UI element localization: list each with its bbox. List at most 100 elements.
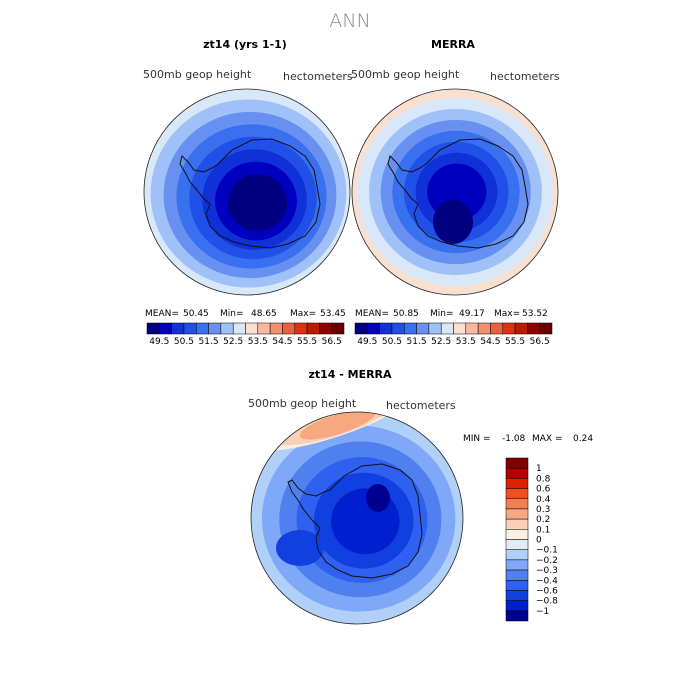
colorbar-diff-swatch-12 — [505, 580, 529, 591]
panel-model-mean-label: MEAN= — [145, 309, 179, 319]
colorbar-diff-swatch-11 — [505, 569, 529, 581]
map-diff-minimum-east — [366, 484, 390, 512]
colorbar-obs-swatch-2 — [379, 322, 393, 335]
colorbar-diff-tick-label: −0.2 — [536, 556, 558, 566]
panel-model-variable: 500mb geop height — [143, 68, 252, 81]
colorbar-obs-tick-label: 56.5 — [530, 337, 550, 347]
panel-diff-max-label: MAX = — [532, 434, 563, 444]
colorbar-obs: 49.5 50.5 51.5 52.5 53.5 54.5 55.5 56.5 — [354, 322, 553, 347]
colorbar-diff-tick-label: 0.8 — [536, 474, 551, 484]
colorbar-diff-tick-label: 0.4 — [536, 495, 551, 505]
colorbar-diff-swatch-10 — [505, 559, 529, 571]
colorbar-diff-tick-label: 1 — [536, 464, 542, 474]
colorbar-model-swatch-12 — [294, 322, 308, 335]
panel-obs-variable: 500mb geop height — [351, 68, 460, 81]
map-obs-border — [351, 88, 559, 296]
colorbar-obs-tick-label: 53.5 — [456, 337, 476, 347]
colorbar-model-tick-label: 51.5 — [199, 337, 219, 347]
colorbar-obs-swatch-10 — [477, 322, 491, 335]
colorbar-obs-tick-label: 50.5 — [382, 337, 402, 347]
colorbar-model-swatch-15 — [331, 322, 345, 335]
panel-diff-max: 0.24 — [573, 434, 593, 444]
colorbar-model-swatch-0 — [146, 322, 160, 335]
map-model-border — [143, 88, 351, 296]
map-diff-minimum-west — [276, 530, 324, 566]
colorbar-model-swatch-14 — [319, 322, 332, 335]
colorbar-obs-tick-label: 55.5 — [505, 337, 525, 347]
colorbar-obs-swatch-9 — [465, 322, 479, 335]
colorbar-obs-swatch-8 — [453, 322, 467, 335]
colorbar-diff-tick-label: 0 — [536, 536, 542, 546]
panel-model-units: hectometers — [283, 70, 353, 83]
panel-diff-title: zt14 - MERRA — [308, 368, 392, 381]
panel-obs-min: 49.17 — [459, 309, 485, 319]
panel-diff-variable: 500mb geop height — [248, 397, 357, 410]
panel-model-max-label: Max= — [290, 309, 316, 319]
colorbar-diff-tick-label: 0.3 — [536, 505, 550, 515]
panel-model-min-label: Min= — [220, 309, 244, 319]
panel-obs-max: 53.52 — [522, 309, 548, 319]
colorbar-diff-tick-label: −1 — [536, 607, 549, 617]
colorbar-model-swatch-13 — [306, 322, 320, 335]
panel-obs-units: hectometers — [490, 70, 560, 83]
colorbar-diff-tick-label: 0.1 — [536, 525, 550, 535]
colorbar-obs-swatch-4 — [404, 322, 417, 335]
map-diff-border — [250, 411, 464, 625]
colorbar-obs-swatch-1 — [367, 322, 380, 335]
colorbar-diff-swatch-7 — [505, 529, 529, 540]
colorbar-obs-swatch-7 — [440, 322, 454, 335]
colorbar-obs-tick-label: 52.5 — [431, 337, 451, 347]
colorbar-model-swatch-8 — [245, 322, 259, 335]
panel-model: zt14 (yrs 1-1) 500mb geop height hectome… — [143, 38, 353, 347]
panel-obs-title: MERRA — [431, 38, 475, 51]
colorbar-obs-tick-label: 49.5 — [357, 337, 377, 347]
colorbar-diff-tick-label: −0.3 — [536, 566, 558, 576]
colorbar-model-swatch-9 — [257, 322, 271, 335]
colorbar-model-swatch-4 — [196, 322, 209, 335]
colorbar-model-tick-label: 54.5 — [272, 337, 292, 347]
panel-obs-min-label: Min= — [430, 309, 454, 319]
colorbar-obs-swatch-12 — [502, 322, 516, 335]
colorbar-model-swatch-7 — [232, 322, 246, 335]
colorbar-model-tick-label: 52.5 — [223, 337, 243, 347]
panel-model-min: 48.65 — [251, 309, 277, 319]
colorbar-diff-tick-label: −0.1 — [536, 546, 558, 556]
antarctica-coastline-obs — [387, 138, 529, 249]
panel-obs-max-label: Max= — [494, 309, 520, 319]
colorbar-model-swatch-3 — [183, 322, 197, 335]
colorbar-diff-tick-label: 0.2 — [536, 515, 550, 525]
colorbar-obs-swatch-15 — [539, 322, 553, 335]
colorbar-diff: 10.80.60.40.30.20.10−0.1−0.2−0.3−0.4−0.6… — [505, 457, 558, 622]
panel-diff-min: -1.08 — [502, 434, 526, 444]
panel-obs-mean-label: MEAN= — [355, 309, 389, 319]
panel-model-mean: 50.45 — [183, 309, 209, 319]
colorbar-model-swatch-1 — [159, 322, 172, 335]
map-obs — [352, 89, 558, 295]
figure-title: ANN — [329, 10, 370, 32]
colorbar-diff-tick-label: −0.4 — [536, 576, 558, 586]
colorbar-model-tick-label: 56.5 — [322, 337, 342, 347]
colorbar-diff-tick-label: −0.6 — [536, 586, 558, 596]
colorbar-obs-swatch-13 — [514, 322, 528, 335]
colorbar-diff-swatch-1 — [505, 467, 529, 479]
colorbar-diff-swatch-6 — [505, 518, 529, 530]
colorbar-diff-swatch-15 — [505, 610, 529, 622]
colorbar-obs-swatch-6 — [428, 322, 442, 335]
colorbar-model-swatch-6 — [220, 322, 234, 335]
colorbar-obs-swatch-5 — [416, 322, 430, 335]
colorbar-diff-swatch-2 — [505, 478, 529, 489]
colorbar-diff-swatch-8 — [505, 539, 529, 550]
colorbar-diff-swatch-5 — [505, 508, 529, 520]
colorbar-diff-swatch-3 — [505, 488, 529, 499]
colorbar-obs-swatch-14 — [527, 322, 540, 335]
colorbar-diff-swatch-0 — [505, 457, 529, 469]
colorbar-model-swatch-5 — [208, 322, 222, 335]
colorbar-obs-swatch-3 — [391, 322, 405, 335]
antarctica-coastline-diff — [287, 463, 423, 579]
panel-model-title: zt14 (yrs 1-1) — [203, 38, 287, 51]
colorbar-diff-swatch-14 — [505, 600, 529, 612]
panel-diff: zt14 - MERRA 500mb geop height hectomete… — [248, 368, 593, 625]
panel-diff-min-label: MIN = — [463, 434, 491, 444]
colorbar-model-tick-label: 53.5 — [248, 337, 268, 347]
